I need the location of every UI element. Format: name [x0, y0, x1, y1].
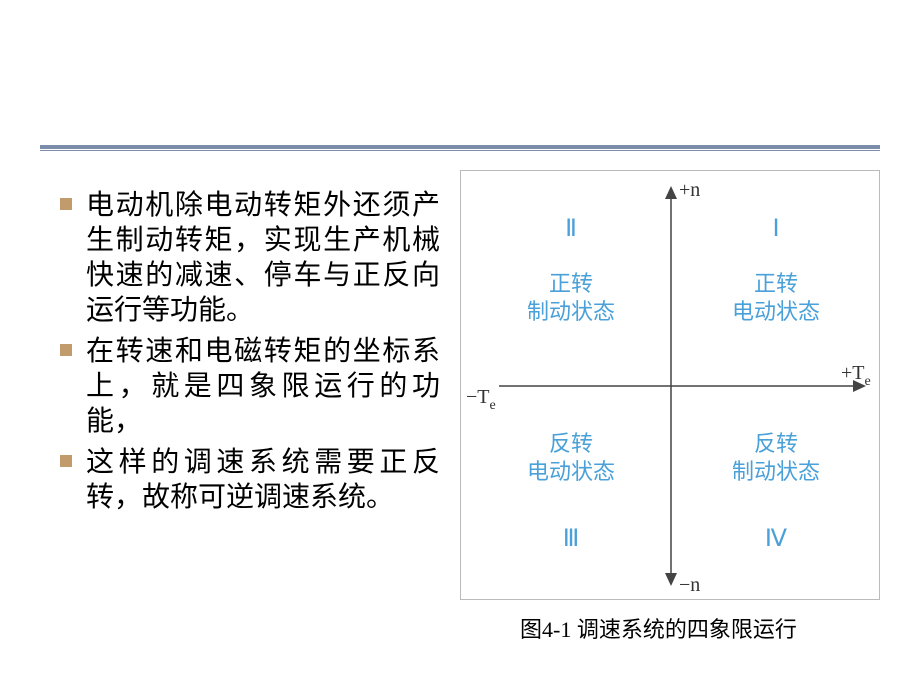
x-neg-label: −Te — [466, 386, 496, 413]
quadrant-numeral: Ⅱ — [565, 216, 577, 242]
list-item: 在转速和电磁转矩的坐标系上，就是四象限运行的功能， — [60, 334, 440, 439]
bullet-text: 电动机除电动转矩外还须产生制动转矩，实现生产机械快速的减速、停车与正反向运行等功… — [86, 188, 440, 328]
y-arrow-up-icon — [665, 186, 677, 199]
list-item: 这样的调速系统需要正反转，故称可逆调速系统。 — [60, 445, 440, 515]
quadrant-numeral: Ⅲ — [563, 526, 580, 552]
bullet-icon — [60, 198, 72, 210]
bullet-text: 这样的调速系统需要正反转，故称可逆调速系统。 — [86, 445, 440, 515]
bullet-text: 在转速和电磁转矩的坐标系上，就是四象限运行的功能， — [86, 334, 440, 439]
quadrant-svg: +n −n +Te −Te Ⅰ 正转 电动状态 Ⅱ 正转 制动状态 Ⅲ 反转 电… — [461, 171, 881, 601]
quadrant-numeral: Ⅰ — [772, 216, 779, 242]
y-arrow-down-icon — [665, 573, 677, 586]
bullet-icon — [60, 455, 72, 467]
quadrant-text: 反转 — [754, 431, 798, 456]
quadrant-text: 电动状态 — [527, 459, 615, 484]
quadrant-text: 正转 — [754, 271, 798, 296]
quadrant-text: 制动状态 — [732, 459, 820, 484]
quadrant-text: 电动状态 — [732, 299, 820, 324]
quadrant-text: 正转 — [549, 271, 593, 296]
header-line — [40, 145, 880, 151]
quadrant-numeral: Ⅳ — [765, 526, 787, 552]
figure-caption: 图4-1 调速系统的四象限运行 — [520, 612, 797, 644]
list-item: 电动机除电动转矩外还须产生制动转矩，实现生产机械快速的减速、停车与正反向运行等功… — [60, 188, 440, 328]
bullet-list: 电动机除电动转矩外还须产生制动转矩，实现生产机械快速的减速、停车与正反向运行等功… — [60, 188, 440, 521]
bullet-icon — [60, 344, 72, 356]
quadrant-text: 制动状态 — [527, 299, 615, 324]
y-neg-label: −n — [679, 574, 700, 596]
quadrant-diagram: +n −n +Te −Te Ⅰ 正转 电动状态 Ⅱ 正转 制动状态 Ⅲ 反转 电… — [460, 170, 880, 600]
quadrant-text: 反转 — [549, 431, 593, 456]
y-pos-label: +n — [679, 179, 700, 201]
